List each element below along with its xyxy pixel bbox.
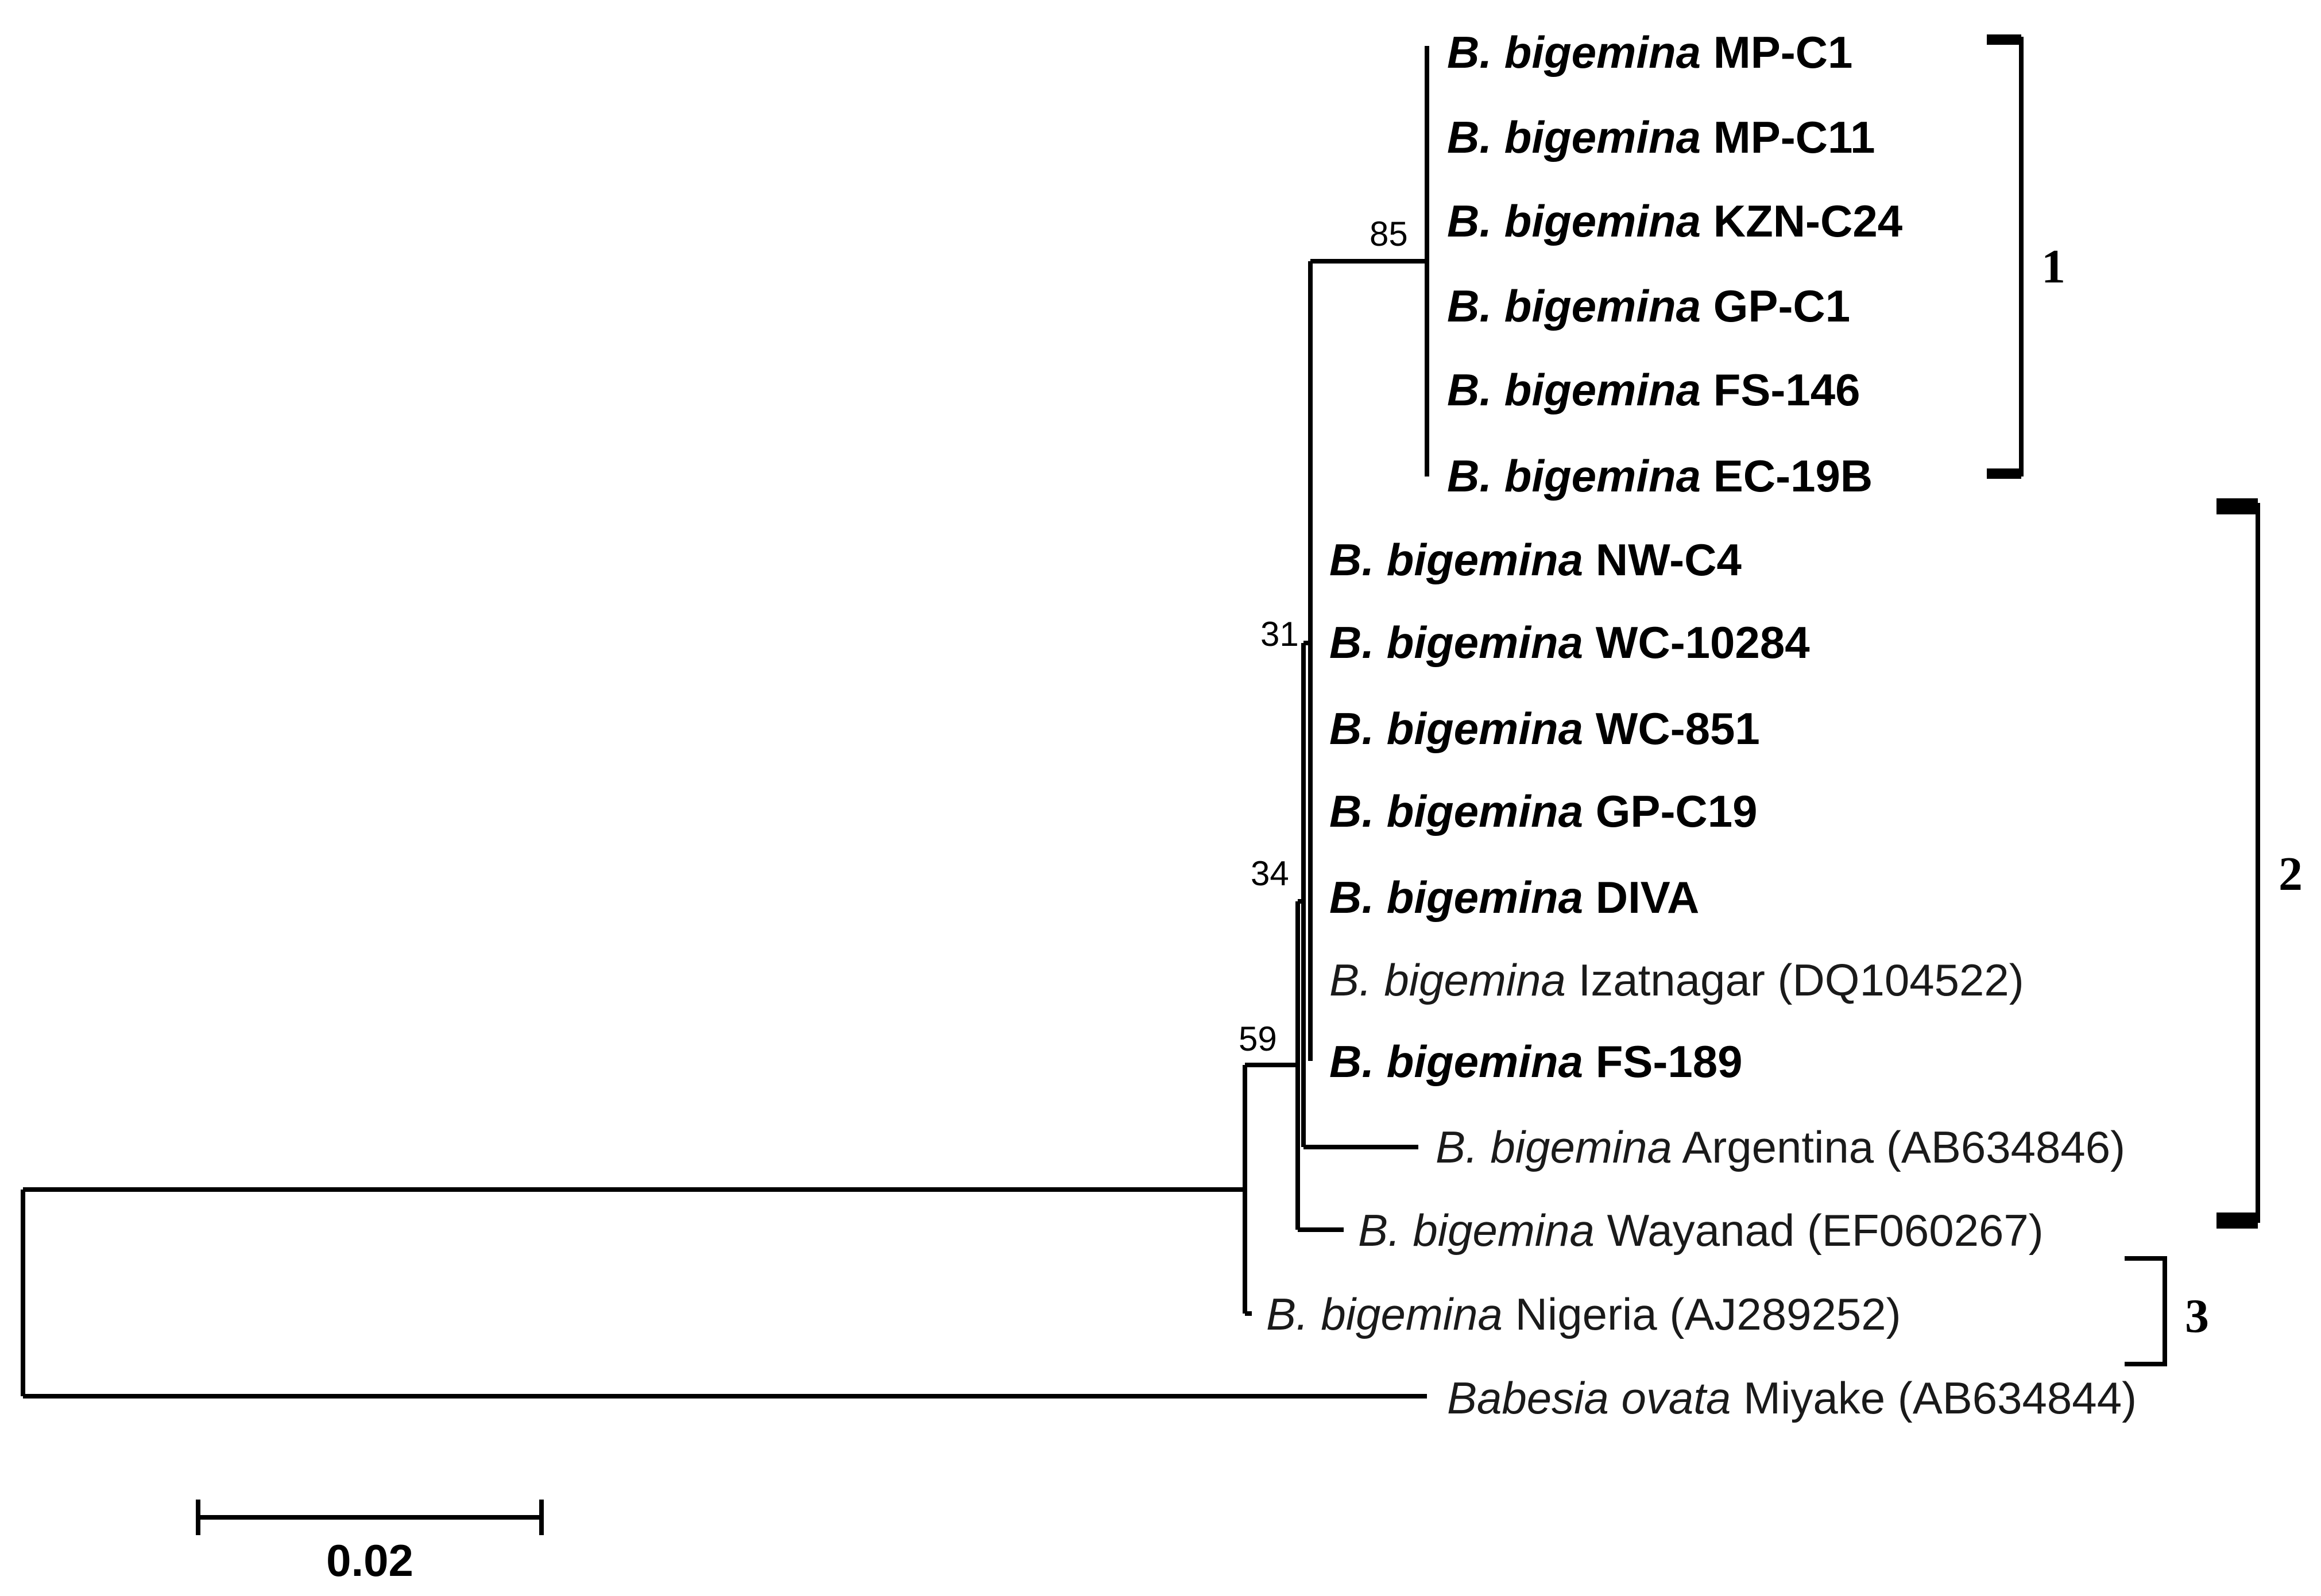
taxon-strain: KZN-C24	[1713, 196, 1902, 246]
taxon-genus: B. bigemina	[1447, 196, 1701, 246]
taxon-genus: B. bigemina	[1329, 872, 1583, 923]
clade-label-1: 1	[2041, 240, 2065, 293]
taxon-label: B. bigemina GP-C19	[1329, 786, 1758, 836]
taxon-label: B. bigemina Argentina (AB634846)	[1436, 1122, 2125, 1172]
clade-bracket-3: 3	[2125, 1256, 2209, 1366]
clade-bracket-1: 1	[1987, 34, 2065, 479]
taxon-label: B. bigemina GP-C1	[1447, 281, 1850, 331]
taxon-label: B. bigemina EC-19B	[1447, 451, 1873, 501]
scale-bar-label: 0.02	[326, 1535, 413, 1586]
taxon-strain: WC-851	[1596, 703, 1760, 754]
bootstrap-clade2b: 34	[1251, 854, 1289, 893]
taxon-genus: B. bigemina	[1358, 1205, 1595, 1256]
taxon-label: B. bigemina WC-851	[1329, 703, 1760, 754]
taxon-strain: MP-C1	[1713, 27, 1853, 78]
taxon-label: B. bigemina KZN-C24	[1447, 196, 1902, 246]
taxon-genus: B. bigemina	[1329, 534, 1583, 585]
taxon-label: B. bigemina FS-189	[1329, 1036, 1743, 1087]
taxon-strain: WC-10284	[1596, 617, 1810, 668]
taxon-strain: DIVA	[1596, 872, 1700, 923]
taxon-label: Babesia ovata Miyake (AB634844)	[1447, 1373, 2137, 1423]
taxon-strain: GP-C1	[1713, 281, 1850, 331]
taxon-label: B. bigemina NW-C4	[1329, 534, 1742, 585]
taxon-genus: B. bigemina	[1329, 617, 1583, 668]
taxon-labels: B. bigemina MP-C1 B. bigemina MP-C11 B. …	[1266, 27, 2137, 1423]
taxon-genus: B. bigemina	[1447, 365, 1701, 415]
clade-label-2: 2	[2279, 847, 2303, 901]
taxon-label: B. bigemina MP-C11	[1447, 112, 1875, 162]
taxon-label: B. bigemina Nigeria (AJ289252)	[1266, 1289, 1901, 1339]
taxon-strain: EC-19B	[1713, 451, 1873, 501]
taxon-genus: B. bigemina	[1329, 703, 1583, 754]
taxon-strain: Nigeria (AJ289252)	[1515, 1289, 1901, 1339]
taxon-genus: B. bigemina	[1447, 451, 1701, 501]
taxon-strain: FS-189	[1596, 1036, 1743, 1087]
taxon-genus: Babesia ovata	[1447, 1373, 1731, 1423]
scale-bar: 0.02	[196, 1500, 544, 1586]
taxon-genus: B. bigemina	[1436, 1122, 1672, 1172]
taxon-strain: MP-C11	[1713, 112, 1875, 162]
taxon-genus: B. bigemina	[1329, 786, 1583, 836]
taxon-strain: Izatnagar (DQ104522)	[1579, 955, 2024, 1005]
clade-label-3: 3	[2185, 1289, 2209, 1343]
taxon-label: B. bigemina MP-C1	[1447, 27, 1852, 78]
taxon-genus: B. bigemina	[1447, 27, 1701, 78]
taxon-genus: B. bigemina	[1329, 955, 1566, 1005]
bootstrap-clade1: 85	[1370, 215, 1408, 253]
taxon-genus: B. bigemina	[1447, 112, 1701, 162]
taxon-strain: Argentina (AB634846)	[1682, 1122, 2125, 1172]
taxon-strain: NW-C4	[1596, 534, 1742, 585]
taxon-label: B. bigemina Wayanad (EF060267)	[1358, 1205, 2044, 1256]
tree-branches	[21, 46, 1429, 1399]
taxon-strain: Wayanad (EF060267)	[1607, 1205, 2044, 1256]
clade-bracket-2: 2	[2216, 498, 2303, 1229]
taxon-genus: B. bigemina	[1447, 281, 1701, 331]
bootstrap-values: 85 31 34 59	[1239, 215, 1408, 1058]
bootstrap-clade2a: 31	[1260, 615, 1299, 653]
taxon-strain: GP-C19	[1596, 786, 1758, 836]
taxon-label: B. bigemina Izatnagar (DQ104522)	[1329, 955, 2024, 1005]
taxon-label: B. bigemina WC-10284	[1329, 617, 1810, 668]
taxon-label: B. bigemina FS-146	[1447, 365, 1860, 415]
taxon-genus: B. bigemina	[1266, 1289, 1503, 1339]
taxon-label: B. bigemina DIVA	[1329, 872, 1699, 923]
bootstrap-clade2c: 59	[1239, 1020, 1277, 1058]
taxon-strain: Miyake (AB634844)	[1743, 1373, 2137, 1423]
taxon-strain: FS-146	[1713, 365, 1860, 415]
taxon-genus: B. bigemina	[1329, 1036, 1583, 1087]
